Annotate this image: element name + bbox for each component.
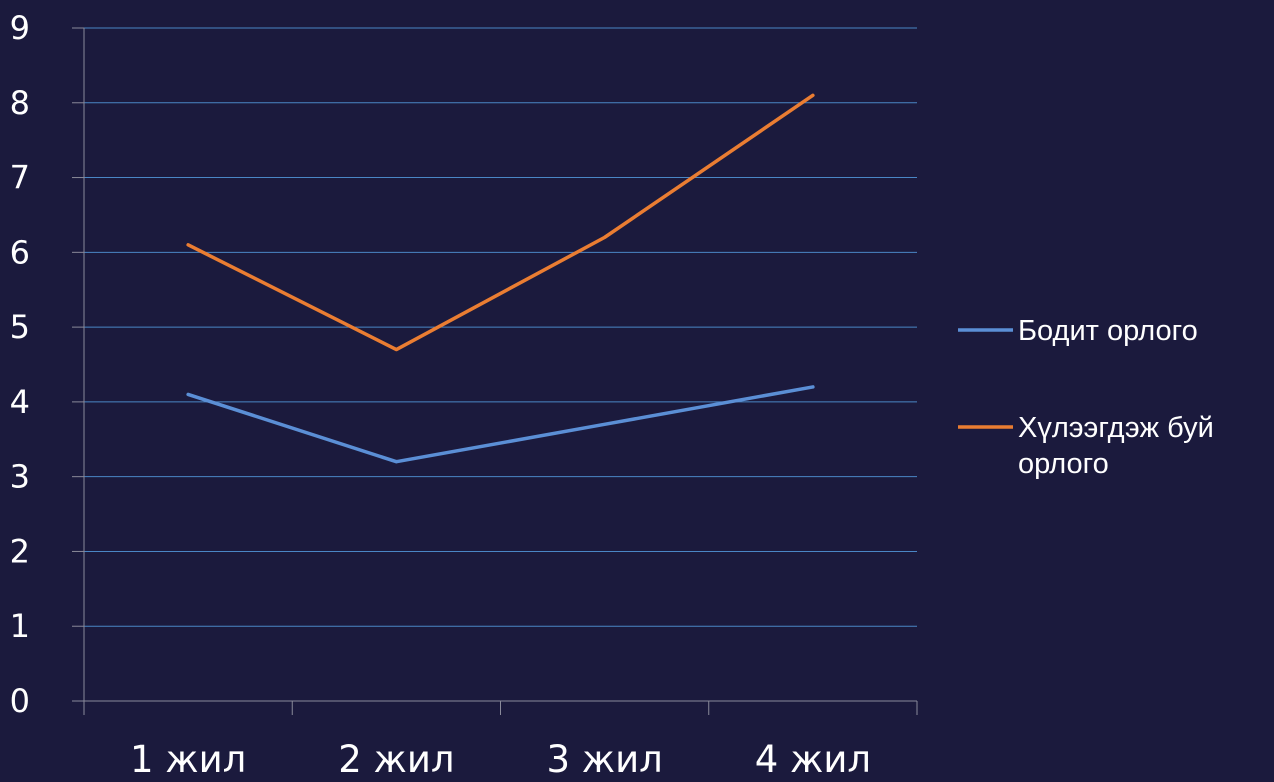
x-tick-label-1: 1 жил [130, 738, 246, 781]
y-tick-label-4: 4 [10, 383, 30, 421]
x-axis-tick-labels: 1 жил 2 жил 3 жил 4 жил [130, 738, 871, 781]
x-tick-label-3: 3 жил [546, 738, 662, 781]
y-tick-label-8: 8 [10, 84, 30, 122]
y-axis-tick-labels: 0 1 2 3 4 5 6 7 8 9 [10, 9, 30, 720]
gridlines [84, 27, 917, 627]
y-tick-label-9: 9 [10, 9, 30, 47]
legend-label-1: Бодит орлого [1018, 315, 1198, 347]
y-tick-label-2: 2 [10, 532, 30, 570]
y-tick-label-5: 5 [10, 308, 30, 346]
legend-label-2: Хүлээгдэж буй орлого [1018, 412, 1214, 480]
series-lines [186, 93, 815, 464]
y-tick-label-1: 1 [10, 607, 30, 645]
y-tick-label-0: 0 [10, 682, 30, 720]
series-line-2 [186, 93, 815, 352]
y-tick-label-3: 3 [10, 458, 30, 496]
legend: Бодит орлого Хүлээгдэж буй орлого [958, 315, 1214, 480]
x-tick-label-4: 4 жил [755, 738, 871, 781]
x-tick-label-2: 2 жил [338, 738, 454, 781]
axes [72, 27, 918, 715]
y-tick-label-7: 7 [10, 159, 30, 197]
y-tick-label-6: 6 [10, 233, 30, 271]
series-line-1 [186, 385, 815, 464]
